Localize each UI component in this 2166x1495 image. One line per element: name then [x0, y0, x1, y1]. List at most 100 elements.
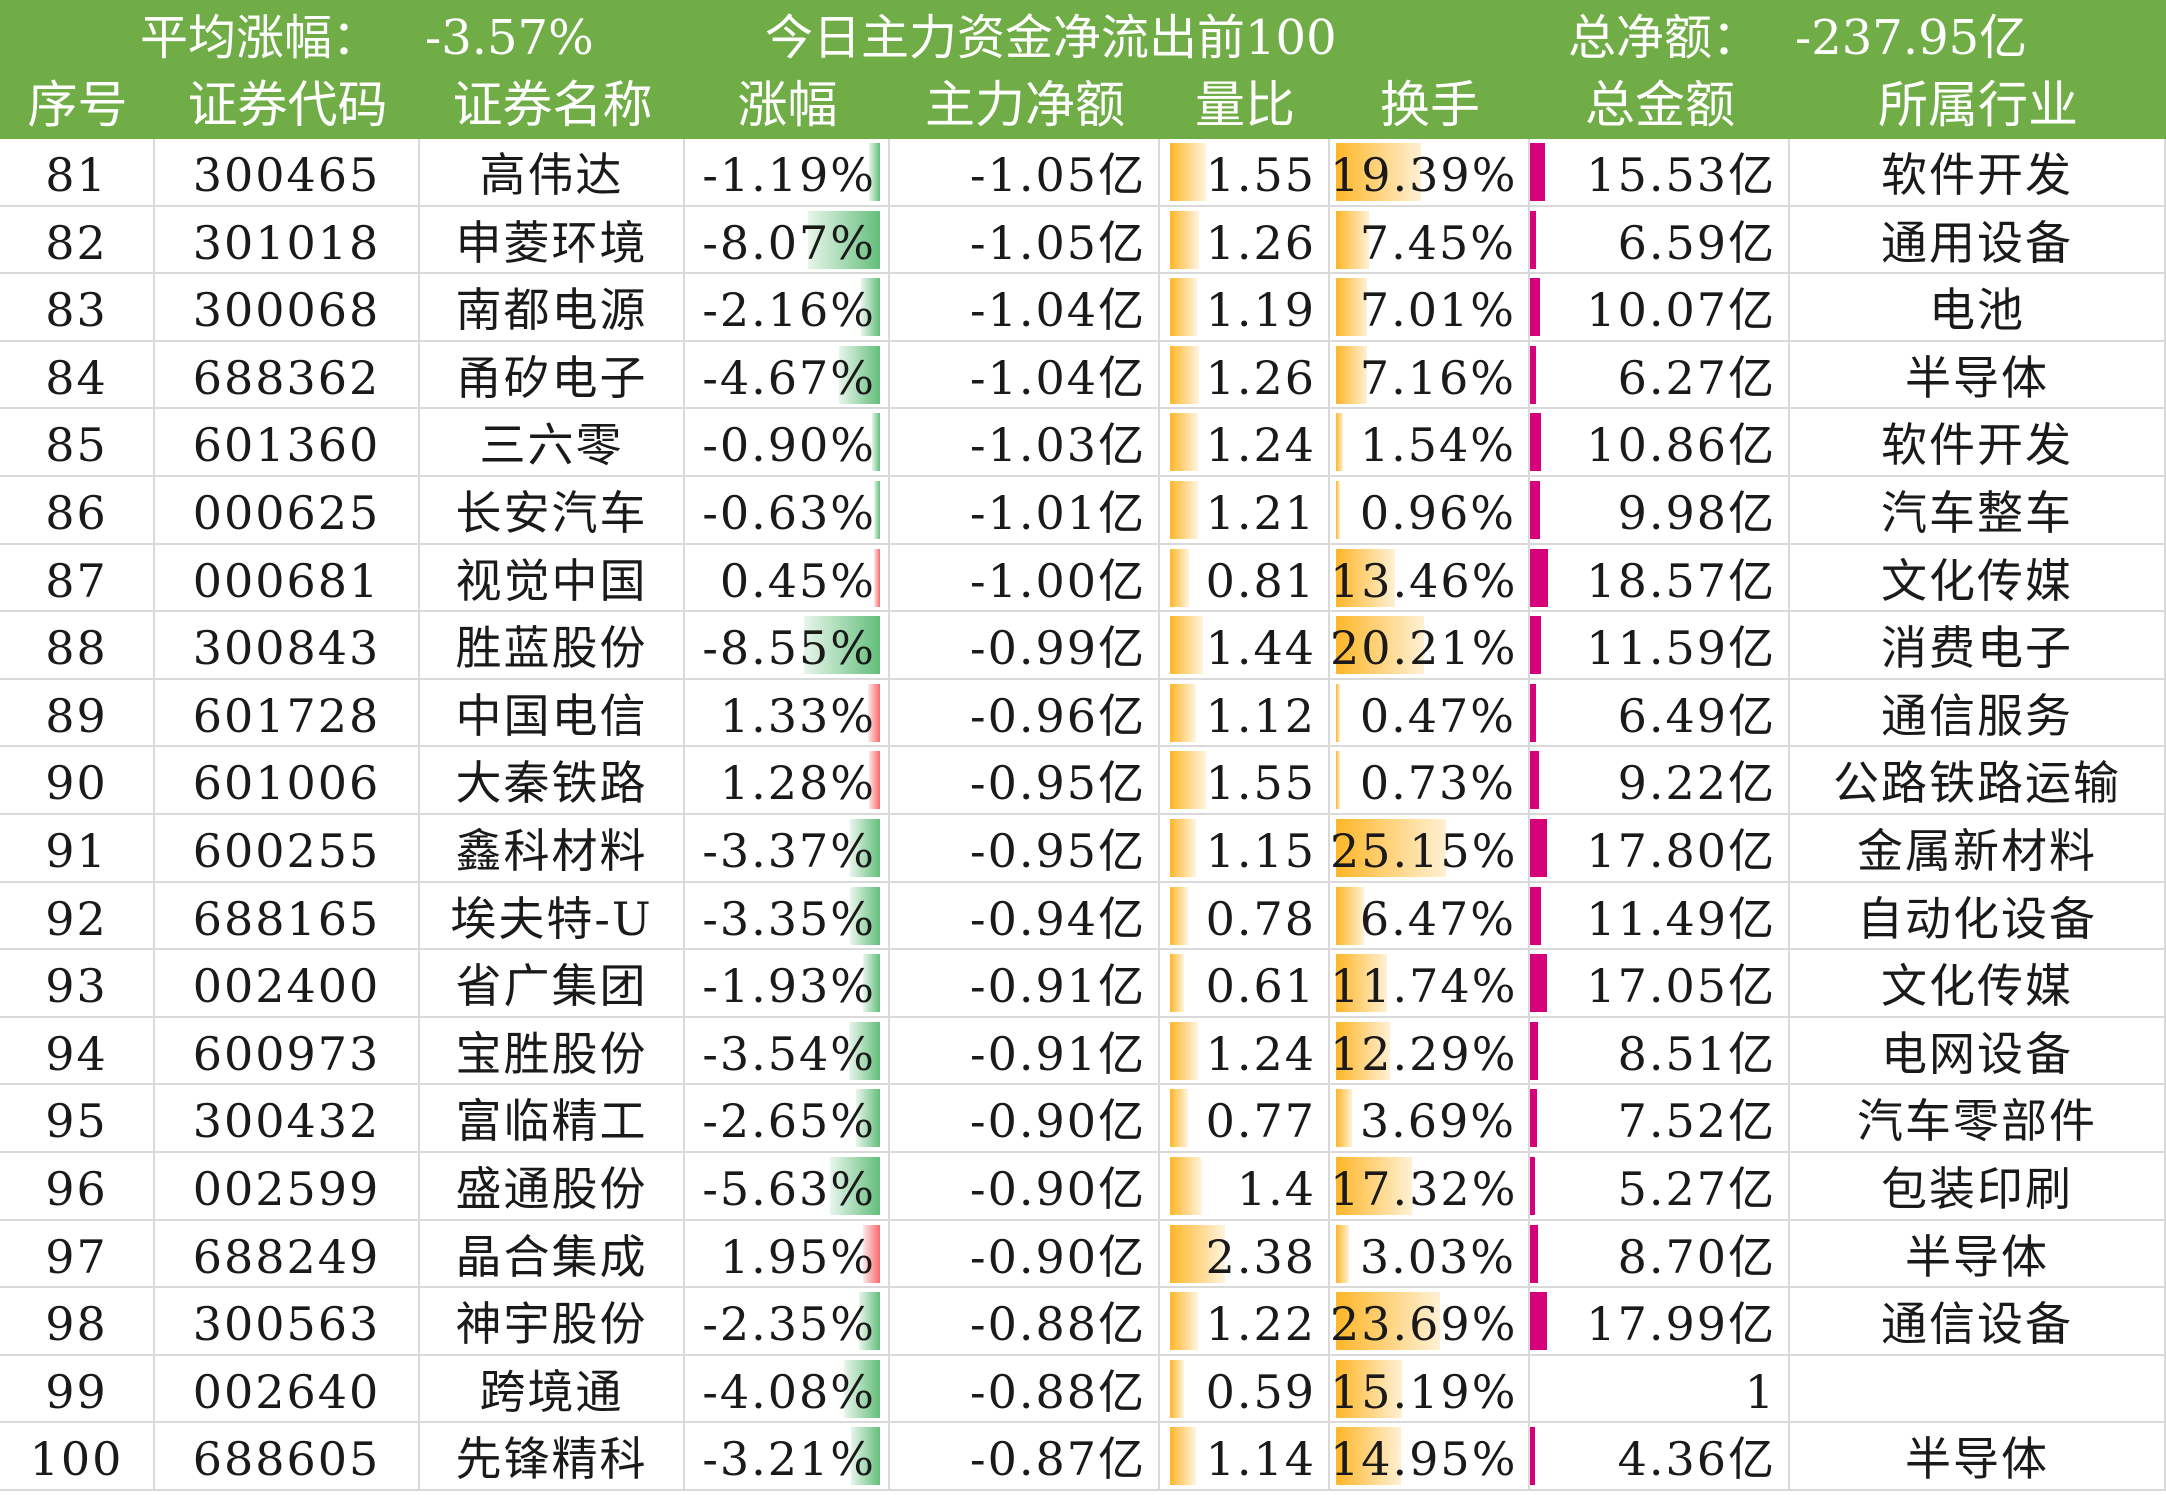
amount-cell: 9.22亿 — [1530, 747, 1790, 813]
table-title: 今日主力资金净流出前100 — [765, 10, 1337, 66]
amount-cell: 10.86亿 — [1530, 409, 1790, 475]
amount-bar — [1530, 143, 1546, 201]
amount-cell: 15.53亿 — [1530, 139, 1790, 205]
name-cell: 神宇股份 — [420, 1288, 685, 1354]
volume-ratio-cell-text: 1.4 — [1236, 1162, 1316, 1216]
column-header-code[interactable]: 证券代码 — [187, 76, 388, 134]
seq-cell: 84 — [0, 341, 155, 408]
table-row[interactable]: 99 002640 跨境通 -4.08% -0.88亿 0.59 15.19% 1 — [0, 1355, 2166, 1424]
column-header-amount[interactable]: 总金额 — [1585, 76, 1735, 134]
column-header-turnover[interactable]: 换手 — [1380, 76, 1480, 134]
turnover-cell-text: 25.15% — [1330, 824, 1518, 878]
name-cell-text: 富临精工 — [455, 1094, 648, 1149]
amount-cell: 6.59亿 — [1530, 206, 1790, 273]
turnover-bar — [1336, 1089, 1353, 1148]
table-row[interactable]: 94 600973 宝胜股份 -3.54% -0.91亿 1.24 12.29% 8.51亿 电… — [0, 1017, 2166, 1086]
table-row[interactable]: 86 000625 长安汽车 -0.63% -1.01亿 1.21 0.96% 9.98亿 汽车… — [0, 477, 2166, 545]
code-cell: 000681 — [155, 544, 420, 611]
volume-ratio-cell: 0.77 — [1160, 1085, 1330, 1151]
seq-cell-text: 98 — [45, 1297, 108, 1352]
table-row[interactable]: 89 601728 中国电信 1.33% -0.96亿 1.12 0.47% 6.49亿 通信服… — [0, 679, 2166, 748]
table-row[interactable]: 97 688249 晶合集成 1.95% -0.90亿 2.38 3.03% 8.70亿 半导体 — [0, 1220, 2166, 1289]
average-change-label: 平均涨幅： — [140, 10, 381, 66]
amount-cell-text: 11.59亿 — [1586, 621, 1776, 676]
volume-ratio-cell-text: 2.38 — [1205, 1229, 1316, 1284]
amount-cell: 7.52亿 — [1530, 1085, 1790, 1151]
table-row[interactable]: 92 688165 埃夫特-U -3.35% -0.94亿 0.78 6.47% 11.49亿… — [0, 882, 2166, 951]
column-header-name[interactable]: 证券名称 — [452, 76, 653, 134]
table-row[interactable]: 95 300432 富临精工 -2.65% -0.90亿 0.77 3.69% 7.52亿 汽车… — [0, 1085, 2166, 1153]
name-cell-text: 先锋精科 — [455, 1432, 648, 1487]
table-row[interactable]: 96 002599 盛通股份 -5.63% -0.90亿 1.4 17.32% 5.27亿 包装… — [0, 1153, 2166, 1221]
name-cell: 胜蓝股份 — [420, 612, 685, 678]
industry-cell-text: 金属新材料 — [1857, 824, 2097, 878]
volume-ratio-cell-text: 1.24 — [1205, 1026, 1316, 1081]
code-cell: 600973 — [155, 1017, 420, 1084]
name-cell: 宝胜股份 — [420, 1017, 685, 1084]
amount-cell: 11.49亿 — [1530, 882, 1790, 949]
net-inflow-cell: -1.00亿 — [890, 544, 1160, 611]
amount-bar — [1530, 1089, 1538, 1148]
volume-ratio-cell-text: 1.26 — [1205, 215, 1316, 270]
volume-ratio-cell-text: 1.15 — [1205, 824, 1316, 878]
change-cell: -4.67% — [685, 341, 890, 408]
table-row[interactable]: 87 000681 视觉中国 0.45% -1.00亿 0.81 13.46% 18.57亿 文… — [0, 544, 2166, 613]
industry-cell: 电池 — [1790, 274, 2166, 340]
table-row[interactable]: 88 300843 胜蓝股份 -8.55% -0.99亿 1.44 20.21% 11.59亿… — [0, 612, 2166, 680]
name-cell: 省广集团 — [420, 950, 685, 1016]
net-inflow-cell-text: -0.94亿 — [970, 891, 1146, 946]
volume-ratio-bar — [1170, 481, 1198, 539]
table-row[interactable]: 90 601006 大秦铁路 1.28% -0.95亿 1.55 0.73% 9.22亿 公路铁… — [0, 747, 2166, 815]
net-inflow-cell-text: -0.95亿 — [970, 756, 1146, 811]
net-inflow-cell-text: -1.05亿 — [970, 215, 1146, 270]
change-bar — [868, 683, 880, 742]
volume-ratio-cell: 1.44 — [1160, 612, 1330, 678]
table-row[interactable]: 84 688362 甬矽电子 -4.67% -1.04亿 1.26 7.16% 6.27亿 半导… — [0, 341, 2166, 410]
industry-cell: 文化传媒 — [1790, 950, 2166, 1016]
turnover-bar — [1336, 345, 1368, 404]
code-cell: 002400 — [155, 950, 420, 1016]
seq-cell: 91 — [0, 815, 155, 881]
industry-cell: 电网设备 — [1790, 1017, 2166, 1084]
turnover-cell: 1.54% — [1330, 409, 1530, 475]
column-header-no[interactable]: 序号 — [27, 76, 128, 134]
column-header-net[interactable]: 主力净额 — [925, 76, 1125, 134]
change-cell: -8.55% — [685, 612, 890, 678]
net-inflow-cell-text: -0.91亿 — [970, 1026, 1146, 1081]
change-cell-text: -3.35% — [702, 891, 876, 946]
table-row[interactable]: 83 300068 南都电源 -2.16% -1.04亿 1.19 7.01% 10.07亿 电… — [0, 274, 2166, 342]
table-row[interactable]: 91 600255 鑫科材料 -3.37% -0.95亿 1.15 25.15% 17.80亿… — [0, 815, 2166, 883]
industry-cell-text: 消费电子 — [1881, 621, 2073, 676]
volume-ratio-bar — [1170, 548, 1189, 607]
column-header-ratio[interactable]: 量比 — [1195, 76, 1295, 134]
amount-cell: 1 — [1530, 1355, 1790, 1422]
turnover-bar — [1336, 143, 1421, 201]
name-cell-text: 盛通股份 — [455, 1162, 648, 1216]
change-bar — [829, 1157, 880, 1215]
turnover-cell: 25.15% — [1330, 815, 1530, 881]
turnover-cell: 7.45% — [1330, 206, 1530, 273]
name-cell-text: 申菱环境 — [455, 215, 648, 270]
net-inflow-cell: -0.88亿 — [890, 1288, 1160, 1354]
table-row[interactable]: 82 301018 申菱环境 -8.07% -1.05亿 1.26 7.45% 6.59亿 通用… — [0, 206, 2166, 275]
change-cell-text: -3.21% — [702, 1432, 876, 1487]
column-header-chg[interactable]: 涨幅 — [737, 76, 838, 134]
table-row[interactable]: 81 300465 高伟达 -1.19% -1.05亿 1.55 19.39% 15.53亿 软… — [0, 139, 2166, 207]
table-row[interactable]: 93 002400 省广集团 -1.93% -0.91亿 0.61 11.74% 17.05亿… — [0, 950, 2166, 1018]
code-cell: 688362 — [155, 341, 420, 408]
table-row[interactable]: 98 300563 神宇股份 -2.35% -0.88亿 1.22 23.69% 17.99亿… — [0, 1288, 2166, 1356]
amount-cell-text: 17.99亿 — [1586, 1297, 1776, 1352]
turnover-bar — [1336, 481, 1341, 539]
change-cell: -2.65% — [685, 1085, 890, 1151]
industry-cell-text: 通用设备 — [1881, 215, 2073, 270]
column-header-industry[interactable]: 所属行业 — [1878, 76, 2078, 134]
table-row[interactable]: 85 601360 三六零 -0.90% -1.03亿 1.24 1.54% 10.86亿 软件… — [0, 409, 2166, 477]
industry-cell-text: 自动化设备 — [1857, 891, 2097, 946]
table-row[interactable]: 100 688605 先锋精科 -3.21% -0.87亿 1.14 14.95% 4.36亿… — [0, 1423, 2166, 1491]
change-cell-text: 1.95% — [719, 1229, 876, 1284]
volume-ratio-cell: 1.14 — [1160, 1423, 1330, 1489]
industry-cell-text: 文化传媒 — [1881, 959, 2073, 1014]
net-inflow-cell: -0.94亿 — [890, 882, 1160, 949]
change-cell: -3.37% — [685, 815, 890, 881]
turnover-bar — [1336, 1224, 1350, 1283]
